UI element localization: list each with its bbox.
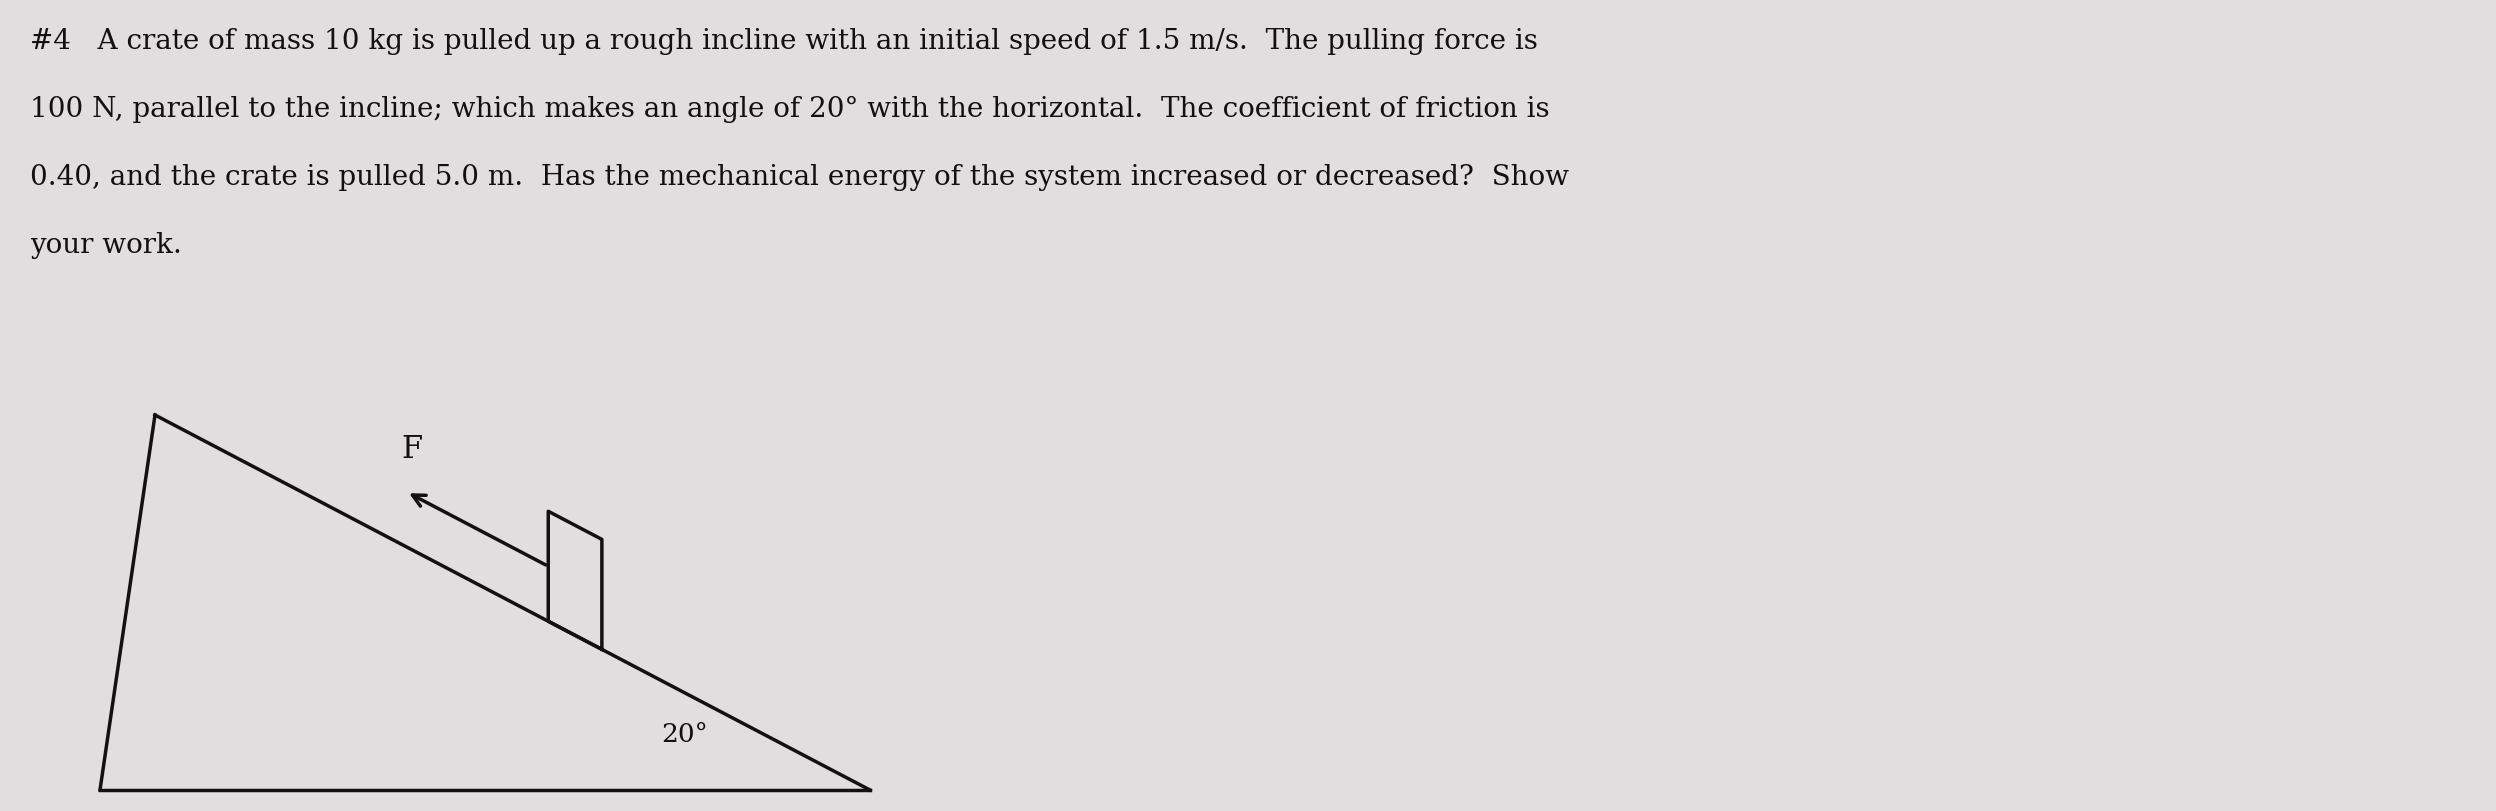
Text: 100 N, parallel to the incline; which makes an angle of 20° with the horizontal.: 100 N, parallel to the incline; which ma… [30, 96, 1550, 123]
Text: 0.40, and the crate is pulled 5.0 m.  Has the mechanical energy of the system in: 0.40, and the crate is pulled 5.0 m. Has… [30, 164, 1570, 191]
Text: your work.: your work. [30, 232, 182, 259]
Text: F: F [402, 434, 422, 465]
Text: 20°: 20° [661, 723, 709, 748]
Text: #4   A crate of mass 10 kg is pulled up a rough incline with an initial speed of: #4 A crate of mass 10 kg is pulled up a … [30, 28, 1538, 55]
